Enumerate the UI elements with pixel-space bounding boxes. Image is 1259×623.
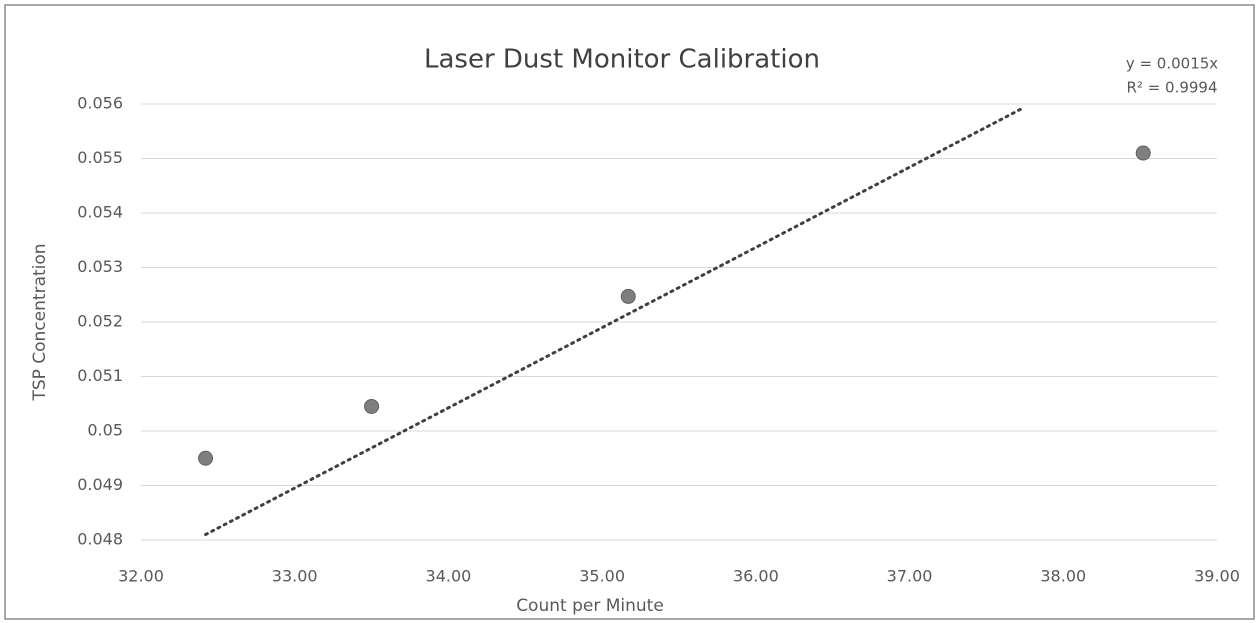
y-tick-label: 0.049 [77,475,123,494]
x-tick-label: 36.00 [733,567,779,586]
y-tick-label: 0.053 [77,257,123,276]
x-axis-label: Count per Minute [516,596,664,616]
scatter-point [1135,145,1151,161]
y-tick-label: 0.055 [77,148,123,167]
y-tick-label: 0.05 [87,421,123,440]
scatter-point [364,398,380,414]
x-tick-label: 38.00 [1040,567,1086,586]
trend-r-squared: R² = 0.9994 [1126,79,1217,97]
chart-title: Laser Dust Monitor Calibration [424,45,820,75]
y-tick-label: 0.052 [77,312,123,331]
y-axis-label: TSP Concentration [30,243,50,401]
y-tick-label: 0.051 [77,366,123,385]
x-tick-label: 37.00 [887,567,933,586]
x-tick-label: 39.00 [1194,567,1240,586]
x-tick-label: 33.00 [272,567,318,586]
y-tick-label: 0.056 [77,94,123,113]
x-tick-label: 35.00 [579,567,625,586]
y-tick-label: 0.054 [77,203,123,222]
x-tick-label: 32.00 [118,567,164,586]
scatter-point [620,288,636,304]
trend-equation: y = 0.0015x [1126,55,1218,73]
scatter-point [198,450,214,466]
x-tick-label: 34.00 [426,567,472,586]
y-tick-label: 0.048 [77,530,123,549]
trendline [204,107,1022,537]
